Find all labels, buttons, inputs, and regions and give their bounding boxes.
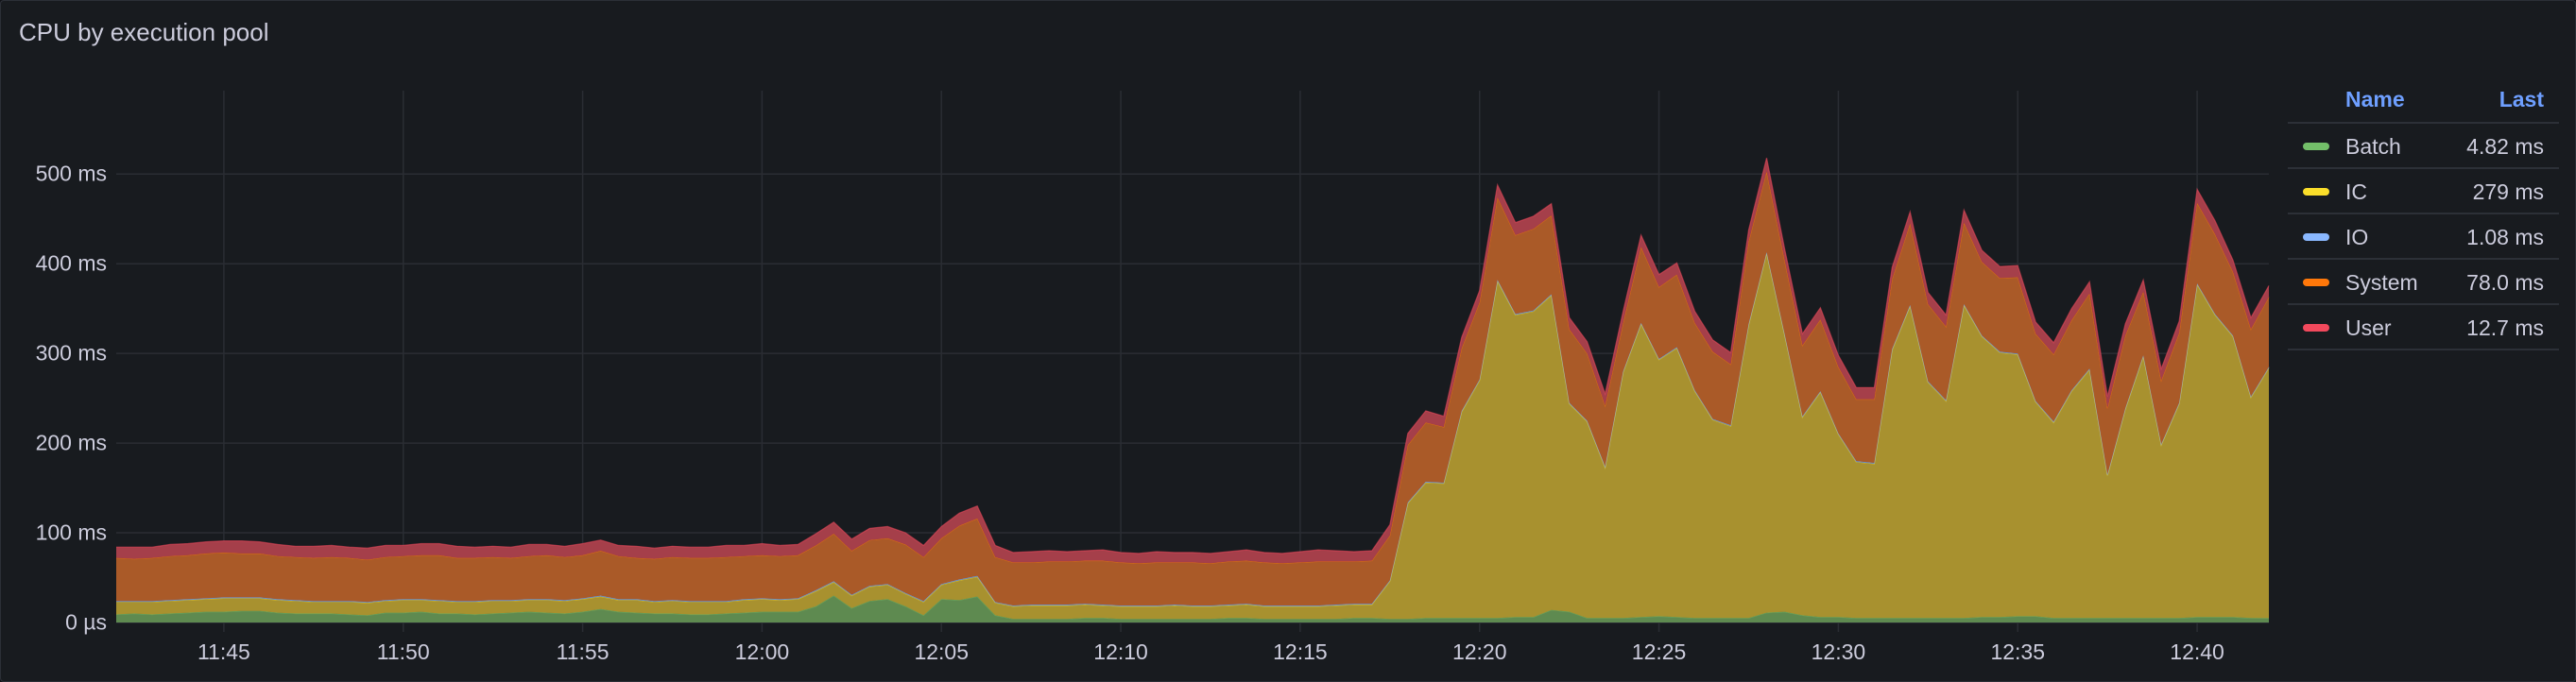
series-color-swatch-icon — [2303, 143, 2329, 150]
legend-item-io[interactable]: IO 1.08 ms — [2288, 214, 2559, 260]
y-tick-label: 0 µs — [65, 609, 107, 635]
area-system[interactable] — [116, 171, 2269, 605]
panel-title[interactable]: CPU by execution pool — [19, 18, 269, 46]
legend-item-user[interactable]: User 12.7 ms — [2288, 305, 2559, 350]
legend-item-name: User — [2345, 315, 2392, 340]
series-color-swatch-icon — [2303, 233, 2329, 241]
series-areas — [115, 158, 2270, 623]
x-tick-label: 12:35 — [1990, 639, 2045, 664]
x-tick-label: 12:10 — [1093, 639, 1148, 664]
legend-table: Name Last Batch 4.82 ms IC 279 ms IO 1.0… — [2288, 81, 2559, 350]
legend-item-last: 279 ms — [2472, 179, 2544, 204]
y-tick-label: 100 ms — [35, 520, 107, 545]
area-user[interactable] — [116, 158, 2269, 564]
x-tick-label: 12:05 — [914, 639, 969, 664]
legend-header-last[interactable]: Last — [2499, 87, 2544, 111]
x-tick-label: 12:15 — [1273, 639, 1328, 664]
y-tick-label: 300 ms — [35, 340, 107, 366]
series-color-swatch-icon — [2303, 188, 2329, 196]
x-tick-label: 11:45 — [197, 639, 250, 664]
x-tick-label: 12:40 — [2170, 639, 2224, 664]
y-tick-label: 400 ms — [35, 250, 107, 276]
x-tick-label: 12:00 — [734, 639, 790, 664]
line-user — [116, 158, 2270, 554]
legend-item-system[interactable]: System 78.0 ms — [2288, 260, 2559, 305]
x-tick-label: 12:25 — [1631, 639, 1687, 664]
series-color-swatch-icon — [2303, 324, 2329, 332]
legend-item-last: 4.82 ms — [2466, 134, 2544, 159]
legend-item-ic[interactable]: IC 279 ms — [2288, 169, 2559, 214]
series-color-swatch-icon — [2303, 279, 2329, 286]
legend-item-batch[interactable]: Batch 4.82 ms — [2288, 124, 2559, 169]
legend-item-name: IO — [2345, 225, 2369, 249]
area-ic[interactable] — [116, 252, 2269, 620]
legend-item-name: IC — [2345, 179, 2367, 204]
legend-header: Name Last — [2288, 81, 2559, 124]
y-tick-label: 200 ms — [35, 430, 107, 455]
legend-item-last: 1.08 ms — [2466, 225, 2544, 249]
legend-item-name: Batch — [2345, 134, 2401, 159]
legend-item-last: 78.0 ms — [2466, 270, 2544, 295]
x-tick-label: 11:50 — [376, 639, 430, 664]
x-tick-label: 12:20 — [1451, 639, 1507, 664]
legend-header-name[interactable]: Name — [2345, 87, 2405, 111]
legend-item-name: System — [2345, 270, 2418, 295]
x-tick-label: 11:55 — [556, 639, 610, 664]
x-tick-label: 12:30 — [1811, 639, 1866, 664]
y-tick-label: 500 ms — [35, 161, 107, 186]
legend-item-last: 12.7 ms — [2466, 315, 2544, 340]
area-batch[interactable] — [116, 595, 2269, 623]
